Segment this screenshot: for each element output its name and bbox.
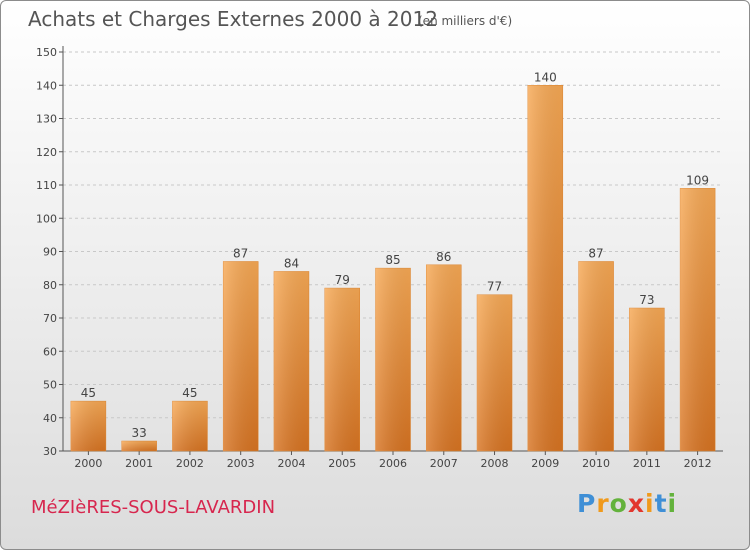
bar-shade-2004 bbox=[273, 271, 309, 451]
x-tick-label-2003: 2003 bbox=[227, 457, 255, 470]
brand-letter: P bbox=[577, 489, 597, 518]
x-tick-label-2007: 2007 bbox=[430, 457, 458, 470]
brand-letter: x bbox=[627, 489, 645, 518]
bar-layer bbox=[70, 85, 716, 452]
data-label-2011: 73 bbox=[639, 293, 654, 307]
data-label-2007: 86 bbox=[436, 250, 451, 264]
y-tick-label: 110 bbox=[36, 179, 57, 192]
brand-letter: r bbox=[596, 489, 610, 518]
axis-layer: 30 40 50 60 70 80 90 100 110 120 130 140 150 bbox=[36, 46, 723, 458]
y-tick-label: 100 bbox=[36, 212, 57, 225]
x-tick-label-2005: 2005 bbox=[328, 457, 356, 470]
data-label-2005: 79 bbox=[335, 273, 350, 287]
data-label-2012: 109 bbox=[686, 173, 709, 187]
x-tick-label-2011: 2011 bbox=[633, 457, 661, 470]
bar-shade-2009 bbox=[527, 85, 563, 451]
brand-logo: Proxiti bbox=[577, 489, 677, 518]
y-tick-label: 130 bbox=[36, 113, 57, 126]
y-tick-label: 80 bbox=[43, 279, 57, 292]
data-label-2008: 77 bbox=[487, 280, 502, 294]
bar-shade-2002 bbox=[172, 401, 208, 451]
x-tick-label-2012: 2012 bbox=[684, 457, 712, 470]
x-tick-label-2001: 2001 bbox=[125, 457, 153, 470]
x-tick-label-2010: 2010 bbox=[582, 457, 610, 470]
data-label-2001: 33 bbox=[132, 426, 147, 440]
bar-shade-2011 bbox=[629, 308, 665, 451]
label-layer: 45 2000 33 2001 45 2002 87 2003 84 2004 79 2005 85 20… bbox=[74, 70, 711, 470]
chart-title: Achats et Charges Externes 2000 à 2012 bbox=[28, 7, 438, 31]
x-tick-label-2000: 2000 bbox=[74, 457, 102, 470]
y-tick-label: 60 bbox=[43, 345, 57, 358]
bar-shade-2001 bbox=[121, 441, 157, 451]
brand-letter: o bbox=[609, 489, 628, 518]
y-tick-label: 150 bbox=[36, 46, 57, 59]
x-tick-label-2006: 2006 bbox=[379, 457, 407, 470]
brand-letter: t bbox=[654, 489, 668, 518]
data-label-2009: 140 bbox=[534, 70, 557, 84]
data-label-2010: 87 bbox=[588, 246, 603, 260]
y-tick-label: 70 bbox=[43, 312, 57, 325]
brand-letter: i bbox=[645, 489, 655, 518]
y-tick-label: 140 bbox=[36, 79, 57, 92]
bar-shade-2005 bbox=[324, 288, 360, 451]
bar-shade-2006 bbox=[375, 268, 411, 451]
x-tick-label-2002: 2002 bbox=[176, 457, 204, 470]
data-label-2004: 84 bbox=[284, 256, 299, 270]
chart-subtitle: (en milliers d'€) bbox=[418, 14, 513, 28]
bar-shade-2007 bbox=[426, 264, 462, 451]
y-tick-label: 50 bbox=[43, 379, 57, 392]
bar-shade-2003 bbox=[223, 261, 259, 451]
bar-shade-2012 bbox=[680, 188, 716, 451]
y-tick-label: 90 bbox=[43, 246, 57, 259]
y-tick-label: 40 bbox=[43, 412, 57, 425]
y-tick-label: 30 bbox=[43, 445, 57, 458]
y-tick-label: 120 bbox=[36, 146, 57, 159]
data-label-2000: 45 bbox=[81, 386, 96, 400]
town-name: MéZIèRES-SOUS-LAVARDIN bbox=[31, 497, 276, 518]
bar-shade-2008 bbox=[477, 294, 513, 451]
data-label-2002: 45 bbox=[182, 386, 197, 400]
data-label-2003: 87 bbox=[233, 246, 248, 260]
brand-letter: i bbox=[667, 489, 678, 518]
bar-shade-2000 bbox=[70, 401, 106, 451]
x-tick-label-2009: 2009 bbox=[531, 457, 559, 470]
data-label-2006: 85 bbox=[385, 253, 400, 267]
x-tick-label-2004: 2004 bbox=[277, 457, 305, 470]
x-tick-label-2008: 2008 bbox=[481, 457, 509, 470]
bar-shade-2010 bbox=[578, 261, 614, 451]
